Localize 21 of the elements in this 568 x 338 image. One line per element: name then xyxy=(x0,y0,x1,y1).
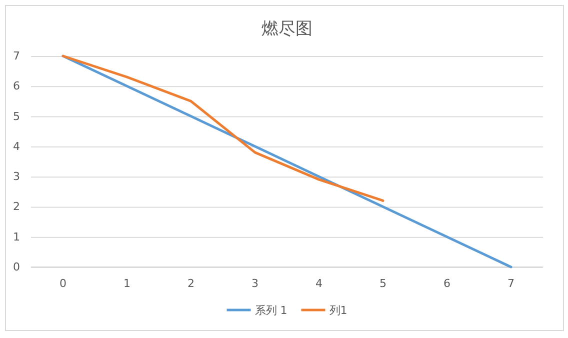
x-tick-label: 1 xyxy=(124,276,130,290)
x-tick-label: 2 xyxy=(188,276,194,290)
legend-label: 系列 1 xyxy=(254,304,288,317)
x-tick-label: 3 xyxy=(252,276,258,290)
line-series xyxy=(62,54,512,268)
y-tick-label: 0 xyxy=(13,260,20,274)
y-tick-label: 1 xyxy=(13,230,20,244)
y-tick-label: 4 xyxy=(13,140,20,153)
x-tick-label: 5 xyxy=(380,276,386,290)
legend-label: 列1 xyxy=(329,304,348,317)
x-tick-label: 0 xyxy=(60,276,66,290)
y-tick-label: 3 xyxy=(13,170,20,184)
x-tick-label: 4 xyxy=(316,276,322,290)
x-tick-label: 7 xyxy=(508,276,514,290)
line-series xyxy=(62,54,384,202)
y-tick-label: 2 xyxy=(13,200,20,214)
y-tick-label: 5 xyxy=(13,110,20,123)
chart-title: 燃尽图 xyxy=(262,19,312,39)
y-tick-label: 6 xyxy=(13,80,20,93)
y-tick-label: 7 xyxy=(13,50,20,63)
x-tick-label: 6 xyxy=(444,276,450,290)
